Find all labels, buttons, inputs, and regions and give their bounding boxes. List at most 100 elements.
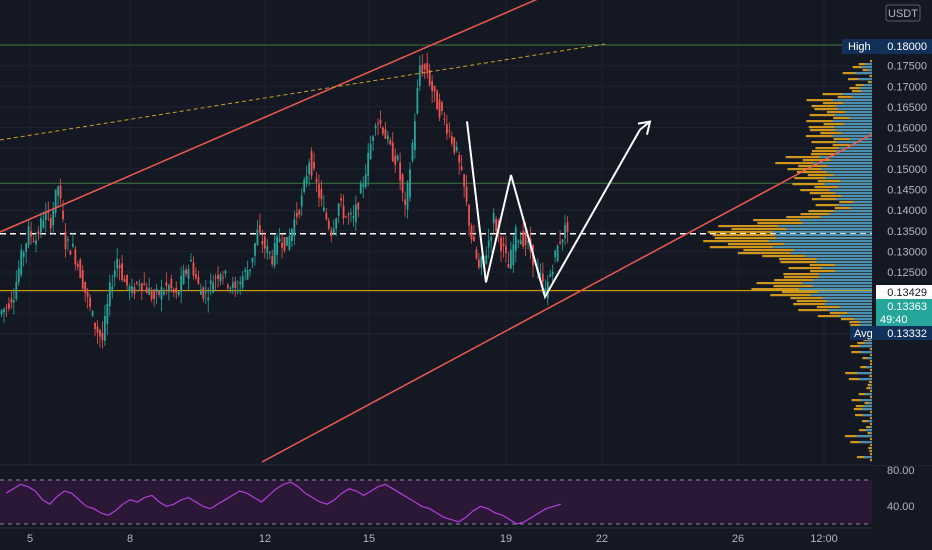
candle-body — [379, 119, 382, 124]
vp-bar-buy — [834, 210, 876, 213]
candle-body — [411, 142, 414, 161]
candle-body — [386, 135, 389, 140]
vp-bar-buy — [793, 249, 876, 252]
time-axis[interactable]: 5 8 12 15 19 22 26 12:00 — [0, 527, 872, 545]
vp-bar-buy — [827, 309, 876, 312]
candle-body — [372, 136, 374, 141]
candle-body — [239, 282, 242, 284]
vp-bar-buy — [832, 99, 876, 102]
time-tick-labels: 5 8 12 15 19 22 26 12:00 — [27, 533, 838, 545]
candle-body — [337, 203, 340, 216]
candle-body — [345, 216, 347, 218]
candle-body — [505, 245, 507, 254]
vp-bar-buy — [834, 114, 876, 117]
candle-body — [502, 243, 505, 247]
candle-body — [367, 152, 370, 176]
candle-body — [561, 239, 564, 243]
vp-bar-buy — [818, 273, 876, 276]
rsi-series — [5, 481, 561, 525]
vp-bar-buy — [824, 303, 876, 306]
vp-bar-buy — [855, 72, 876, 75]
vp-bar-buy — [798, 288, 876, 291]
price-tick-label: 0.17000 — [887, 81, 927, 93]
candle-body — [401, 174, 404, 193]
vp-bar-buy — [841, 132, 876, 135]
candle-body — [416, 87, 419, 114]
candle-body — [391, 142, 394, 162]
candle-body — [426, 62, 429, 74]
vp-bar-buy — [865, 393, 876, 396]
candle-body — [281, 242, 283, 248]
vp-bar-buy — [836, 105, 876, 108]
candle-body — [158, 291, 160, 295]
vp-bar-buy — [838, 147, 876, 150]
candle-body — [313, 162, 315, 169]
candle-body — [350, 212, 352, 215]
vp-bar-buy — [843, 123, 876, 126]
candle-body — [509, 249, 512, 269]
candle-body — [217, 274, 219, 280]
candle-body — [394, 155, 397, 165]
last-price-marker: 0.13363 49:40 — [876, 299, 932, 326]
time-tick-label: 22 — [596, 533, 608, 545]
candle-body — [556, 245, 559, 262]
candle-body — [266, 245, 269, 253]
candle-body — [57, 186, 60, 196]
vp-bar-buy — [849, 117, 876, 120]
vp-bar-buy — [863, 405, 876, 408]
time-tick-label: 12:00 — [810, 533, 838, 545]
candle-body — [359, 183, 362, 194]
candle-body — [485, 255, 488, 264]
candle-body — [443, 118, 446, 120]
candle-body — [106, 303, 109, 324]
vp-bar-buy — [847, 312, 876, 315]
price-tick-label: 0.17500 — [887, 61, 927, 73]
vp-bar-buy — [853, 201, 876, 204]
vp-bar-buy — [866, 366, 876, 369]
candle-body — [332, 228, 335, 234]
time-tick-label: 12 — [259, 533, 271, 545]
candle-body — [165, 282, 168, 286]
rsi-line — [5, 481, 561, 525]
vp-bar-buy — [861, 66, 876, 69]
vp-bar-buy — [821, 267, 876, 270]
vp-bar-buy — [839, 306, 876, 309]
high-marker: High 0.18000 — [842, 39, 932, 54]
candle-body — [286, 236, 288, 246]
avg-value: 0.13332 — [887, 328, 927, 340]
candle-body — [283, 237, 286, 251]
candle-body — [551, 271, 554, 275]
candle-body — [202, 287, 205, 299]
candle-body — [81, 269, 84, 289]
vp-bar-buy — [843, 102, 876, 105]
vp-bar-buy — [865, 429, 876, 432]
vp-bar-buy — [856, 372, 876, 375]
candle-body — [330, 230, 333, 237]
candle-body — [145, 287, 148, 294]
candle-body — [35, 240, 37, 245]
candle-body — [544, 288, 547, 293]
vp-bar-buy — [859, 87, 876, 90]
candle-body — [116, 258, 119, 269]
candle-body — [37, 231, 40, 235]
vp-bar-buy — [836, 150, 876, 153]
candle-body — [224, 270, 227, 274]
vp-bar-buy — [860, 351, 876, 354]
vp-bar-buy — [771, 231, 876, 234]
candle-body — [175, 287, 178, 293]
candle-body — [234, 281, 237, 288]
rsi-band — [0, 480, 872, 524]
candle-body — [5, 307, 8, 309]
candle-body — [153, 291, 155, 300]
time-tick-label: 19 — [500, 533, 512, 545]
candle-body — [3, 308, 5, 313]
candle-body — [300, 195, 303, 207]
candle-body — [138, 284, 141, 286]
price-axis[interactable]: 0.17500 0.17000 0.16500 0.16000 0.15500 0.150… — [872, 0, 932, 465]
channel-lower — [261, 129, 881, 463]
vp-bar-buy — [862, 408, 876, 411]
candle-body — [421, 64, 424, 73]
vp-bar-buy — [860, 399, 876, 402]
vp-bar-buy — [858, 78, 876, 81]
